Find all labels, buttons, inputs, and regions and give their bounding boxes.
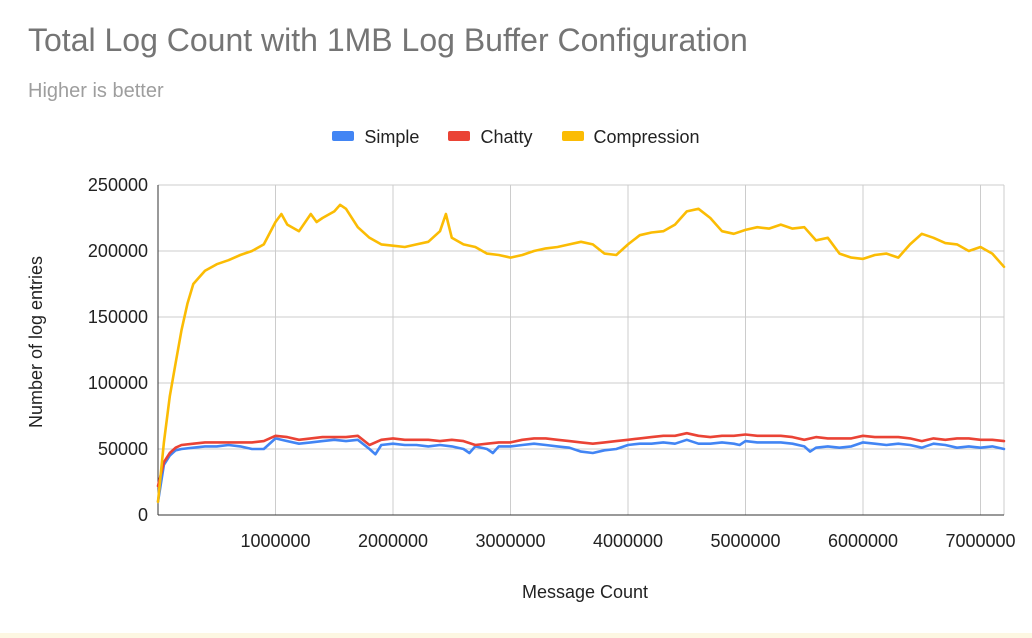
y-tick-label-150000: 150000 bbox=[88, 307, 148, 327]
y-tick-label-250000: 250000 bbox=[88, 175, 148, 195]
chart-subtitle: Higher is better bbox=[28, 80, 164, 102]
y-tick-label-50000: 50000 bbox=[98, 439, 148, 459]
axes bbox=[157, 185, 1004, 516]
x-tick-label-5000000: 5000000 bbox=[710, 531, 780, 551]
y-tick-label-200000: 200000 bbox=[88, 241, 148, 261]
y-axis-title: Number of log entries bbox=[26, 256, 46, 428]
chart-title: Total Log Count with 1MB Log Buffer Conf… bbox=[28, 22, 748, 58]
tick-labels: 0 50000 100000 150000 200000 250000 1000000 200… bbox=[26, 175, 1016, 602]
series-line-simple bbox=[156, 437, 1006, 504]
legend-item-simple[interactable]: Simple bbox=[332, 126, 419, 148]
legend-label-chatty: Chatty bbox=[480, 126, 533, 147]
legend: Simple Chatty Compression bbox=[0, 126, 1032, 148]
legend-swatch-simple bbox=[332, 131, 355, 142]
series-line-chatty bbox=[156, 431, 1006, 488]
series-lines bbox=[156, 203, 1006, 504]
x-tick-label-4000000: 4000000 bbox=[593, 531, 663, 551]
legend-item-compression[interactable]: Compression bbox=[561, 126, 700, 148]
legend-swatch-chatty bbox=[448, 131, 471, 142]
legend-item-chatty[interactable]: Chatty bbox=[448, 126, 533, 148]
x-tick-label-6000000: 6000000 bbox=[828, 531, 898, 551]
x-tick-label-3000000: 3000000 bbox=[475, 531, 545, 551]
grid bbox=[158, 184, 1005, 515]
legend-label-simple: Simple bbox=[364, 126, 420, 147]
legend-label-compression: Compression bbox=[593, 126, 700, 147]
legend-swatch-compression bbox=[561, 131, 584, 142]
x-tick-label-2000000: 2000000 bbox=[358, 531, 428, 551]
x-tick-label-1000000: 1000000 bbox=[240, 531, 310, 551]
x-axis-title: Message Count bbox=[522, 582, 648, 602]
y-tick-label-0: 0 bbox=[138, 505, 148, 525]
y-tick-label-100000: 100000 bbox=[88, 373, 148, 393]
x-tick-label-7000000: 7000000 bbox=[945, 531, 1015, 551]
series-line-compression bbox=[156, 203, 1006, 504]
bottom-strip bbox=[0, 633, 1032, 638]
